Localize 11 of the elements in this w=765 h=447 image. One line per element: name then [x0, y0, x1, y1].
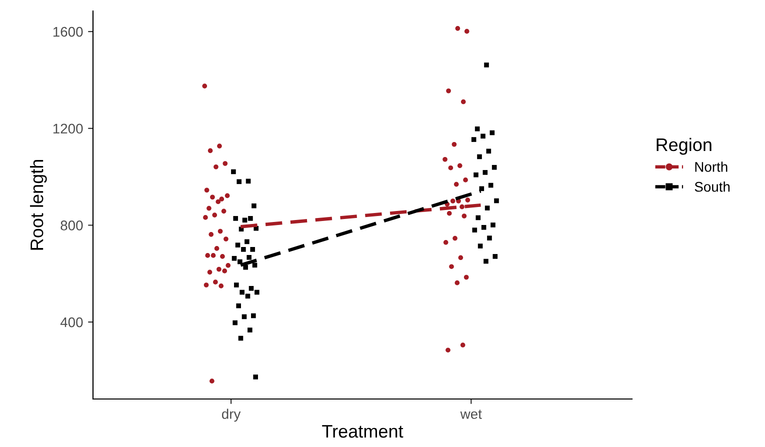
y-tick-label: 1200 — [53, 124, 83, 134]
x-tick-label: wet — [460, 410, 482, 419]
y-tick-label: 400 — [60, 317, 83, 328]
x-axis-title: Treatment — [322, 425, 404, 438]
y-tick-label: 1600 — [53, 26, 83, 37]
legend-label: North — [695, 162, 728, 172]
y-axis-title: Root length — [30, 160, 47, 250]
legend-title: Region — [656, 138, 712, 155]
y-tick-label: 800 — [60, 220, 83, 230]
x-tick-label: dry — [222, 408, 241, 422]
legend-label: South — [694, 182, 730, 192]
